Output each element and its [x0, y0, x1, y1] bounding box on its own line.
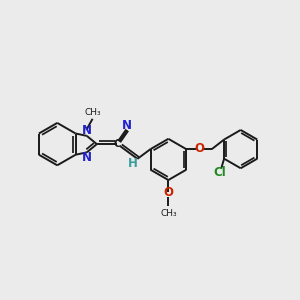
Text: N: N — [82, 151, 92, 164]
Text: C: C — [114, 139, 121, 149]
Text: O: O — [164, 187, 173, 200]
Text: CH₃: CH₃ — [85, 108, 101, 117]
Text: N: N — [122, 119, 132, 133]
Text: N: N — [82, 124, 92, 137]
Text: CH₃: CH₃ — [160, 209, 177, 218]
Text: O: O — [194, 142, 205, 155]
Text: H: H — [128, 157, 138, 170]
Text: Cl: Cl — [214, 166, 226, 179]
